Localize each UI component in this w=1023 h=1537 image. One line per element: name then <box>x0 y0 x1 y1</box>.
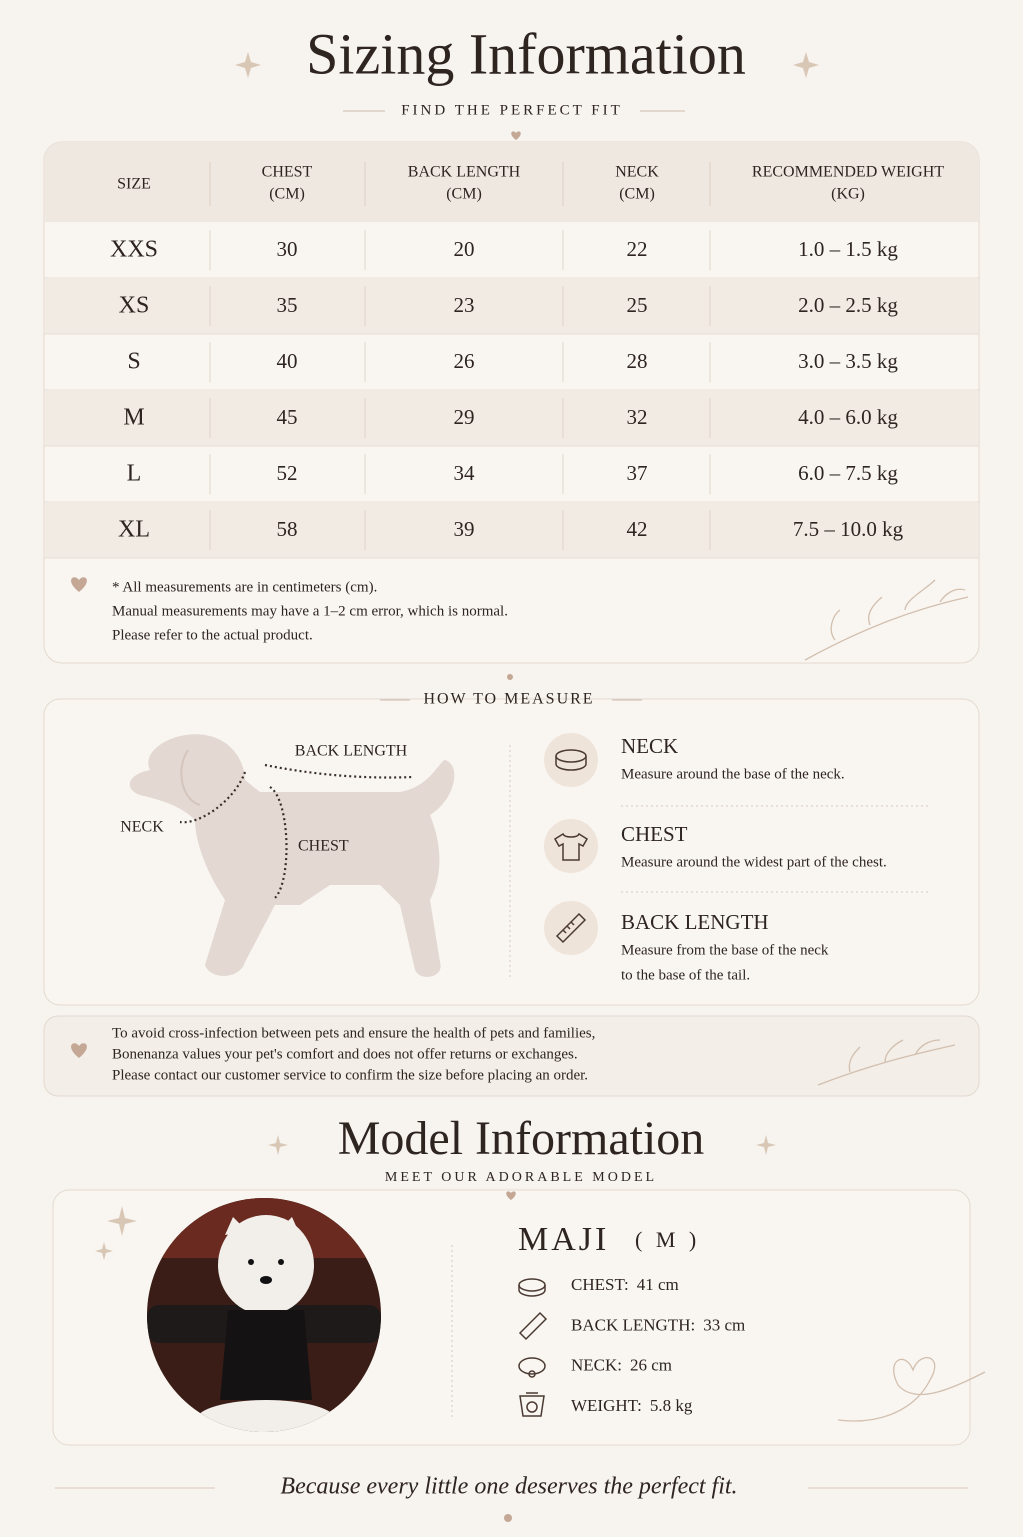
stat-value: 33 cm <box>703 1315 745 1334</box>
branches <box>804 579 986 1422</box>
column-unit: (KG) <box>831 186 865 203</box>
table-cell: 2.0 – 2.5 kg <box>798 293 898 317</box>
title: Model Information <box>338 1112 705 1165</box>
measure-name: NECK <box>621 734 678 758</box>
dog-ear <box>180 749 201 806</box>
table-cell: 34 <box>454 461 476 485</box>
measure-card <box>43 698 980 1006</box>
measure-name: CHEST <box>621 822 688 846</box>
table-cell: XL <box>118 517 150 543</box>
table-cell: 20 <box>454 237 475 261</box>
section-title: HOW TO MEASURE <box>423 691 594 708</box>
notice-line: To avoid cross-infection between pets an… <box>112 1025 595 1041</box>
table-cell: 32 <box>627 405 648 429</box>
column-header: RECOMMENDED WEIGHT <box>752 164 944 181</box>
footer: Because every little one deserves the pe… <box>280 1474 737 1500</box>
stat-label: NECK: <box>571 1356 622 1375</box>
table-cell: 7.5 – 10.0 kg <box>793 517 904 541</box>
table-cell: XXS <box>110 237 158 263</box>
table-cell: 1.0 – 1.5 kg <box>798 237 898 261</box>
table-cell: M <box>123 405 144 431</box>
subtitle: FIND THE PERFECT FIT <box>401 102 623 118</box>
icons <box>518 749 589 1417</box>
model-stat: CHEST: 41 cm <box>571 1275 679 1294</box>
title: Sizing Information <box>306 21 746 86</box>
column-header: CHEST <box>262 164 313 181</box>
table-cell: 29 <box>454 405 475 429</box>
model-stat: BACK LENGTH: 33 cm <box>571 1315 745 1334</box>
stat-value: 41 cm <box>637 1275 679 1294</box>
table-cell: 28 <box>627 349 648 373</box>
sparkles <box>95 52 819 1260</box>
stat-label: WEIGHT: <box>571 1396 642 1415</box>
model-size: ( M ) <box>635 1227 700 1252</box>
note: Please refer to the actual product. <box>112 627 313 643</box>
subtitle: MEET OUR ADORABLE MODEL <box>385 1170 657 1185</box>
table-cell: 22 <box>627 237 648 261</box>
column-header: BACK LENGTH <box>408 164 521 181</box>
table-cell: 25 <box>627 293 648 317</box>
table-cell: 6.0 – 7.5 kg <box>798 461 898 485</box>
note: Manual measurements may have a 1–2 cm er… <box>112 603 508 619</box>
model-stat: NECK: 26 cm <box>571 1356 672 1375</box>
diagram-label: BACK LENGTH <box>295 743 408 760</box>
table-cell: 45 <box>277 405 298 429</box>
measure-description: Measure from the base of the neck <box>621 942 829 958</box>
table-cell: 42 <box>627 517 648 541</box>
diagram-label: NECK <box>120 819 164 836</box>
icon-bg <box>544 733 598 955</box>
stat-value: 26 cm <box>630 1356 672 1375</box>
table-cell: 58 <box>277 517 298 541</box>
table-cell: 3.0 – 3.5 kg <box>798 349 898 373</box>
notice-line: Bonenanza values your pet's comfort and … <box>112 1046 578 1062</box>
row-bg <box>45 390 978 446</box>
model-stat: WEIGHT: 5.8 kg <box>571 1396 693 1415</box>
column-header: NECK <box>615 164 659 181</box>
table-cell: L <box>127 461 142 487</box>
model-name: MAJI <box>518 1221 609 1258</box>
note: * All measurements are in centimeters (c… <box>112 579 377 595</box>
notice-line: Please contact our customer service to c… <box>112 1067 588 1083</box>
table-cell: S <box>127 349 140 375</box>
table-cell: 26 <box>454 349 475 373</box>
stat-label: CHEST: <box>571 1275 629 1294</box>
dog-silhouette <box>129 734 455 977</box>
table-cell: XS <box>119 293 150 319</box>
column-unit: (CM) <box>446 186 482 203</box>
table-cell: 23 <box>454 293 475 317</box>
row-bg <box>45 278 978 334</box>
table-cell: 4.0 – 6.0 kg <box>798 405 898 429</box>
hearts <box>71 131 521 1522</box>
measure-description: to the base of the tail. <box>621 967 750 983</box>
row-bg <box>45 502 978 558</box>
table-cell: 52 <box>277 461 298 485</box>
table-cell: 40 <box>277 349 298 373</box>
notice-card <box>43 1015 980 1097</box>
measure-description: Measure around the base of the neck. <box>621 766 845 782</box>
model-photo <box>147 1198 381 1432</box>
measure-lines <box>179 763 414 899</box>
column-unit: (CM) <box>269 186 305 203</box>
diagram-label: CHEST <box>298 838 349 855</box>
stat-value: 5.8 kg <box>650 1396 693 1415</box>
column-unit: (CM) <box>619 186 655 203</box>
column-header: SIZE <box>117 176 151 193</box>
table-cell: 39 <box>454 517 475 541</box>
table-cell: 30 <box>277 237 298 261</box>
table-header-bg <box>44 142 979 222</box>
measure-description: Measure around the widest part of the ch… <box>621 854 887 870</box>
measure-name: BACK LENGTH <box>621 910 769 934</box>
table-cell: 37 <box>627 461 648 485</box>
table-cell: 35 <box>277 293 298 317</box>
stat-label: BACK LENGTH: <box>571 1315 695 1334</box>
